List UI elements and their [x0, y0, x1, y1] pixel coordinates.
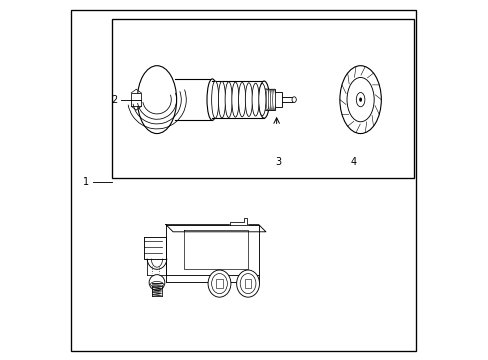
Ellipse shape	[211, 274, 227, 294]
Ellipse shape	[356, 93, 364, 107]
Bar	[216, 279, 222, 288]
Ellipse shape	[339, 66, 381, 134]
Ellipse shape	[231, 82, 239, 117]
Polygon shape	[165, 225, 258, 275]
Bar	[131, 93, 141, 107]
Bar	[112, 19, 413, 178]
Ellipse shape	[258, 81, 269, 118]
Ellipse shape	[150, 282, 163, 287]
Ellipse shape	[270, 89, 273, 111]
Ellipse shape	[236, 270, 259, 297]
Ellipse shape	[224, 82, 232, 117]
Ellipse shape	[240, 274, 255, 294]
Text: 4: 4	[350, 157, 356, 167]
Polygon shape	[144, 237, 165, 258]
Bar	[274, 93, 282, 107]
Ellipse shape	[149, 275, 164, 291]
Ellipse shape	[218, 81, 225, 118]
Ellipse shape	[266, 89, 268, 111]
Text: 3: 3	[275, 157, 281, 167]
Ellipse shape	[268, 89, 271, 111]
Bar	[265, 89, 274, 111]
Ellipse shape	[358, 98, 361, 102]
Ellipse shape	[238, 82, 245, 117]
Ellipse shape	[245, 83, 252, 116]
Ellipse shape	[258, 84, 265, 116]
Ellipse shape	[346, 77, 373, 122]
Text: 2: 2	[111, 95, 118, 105]
Ellipse shape	[262, 89, 269, 111]
Ellipse shape	[211, 81, 218, 118]
Polygon shape	[230, 217, 247, 225]
Ellipse shape	[251, 83, 259, 116]
Bar	[282, 97, 293, 103]
Text: 1: 1	[83, 177, 89, 187]
Bar	[212, 81, 264, 118]
Bar	[244, 279, 251, 288]
Ellipse shape	[207, 270, 230, 297]
Bar	[175, 79, 212, 120]
Ellipse shape	[272, 89, 275, 111]
Ellipse shape	[137, 66, 176, 134]
Polygon shape	[165, 225, 265, 232]
Ellipse shape	[291, 97, 296, 103]
Ellipse shape	[206, 79, 217, 120]
